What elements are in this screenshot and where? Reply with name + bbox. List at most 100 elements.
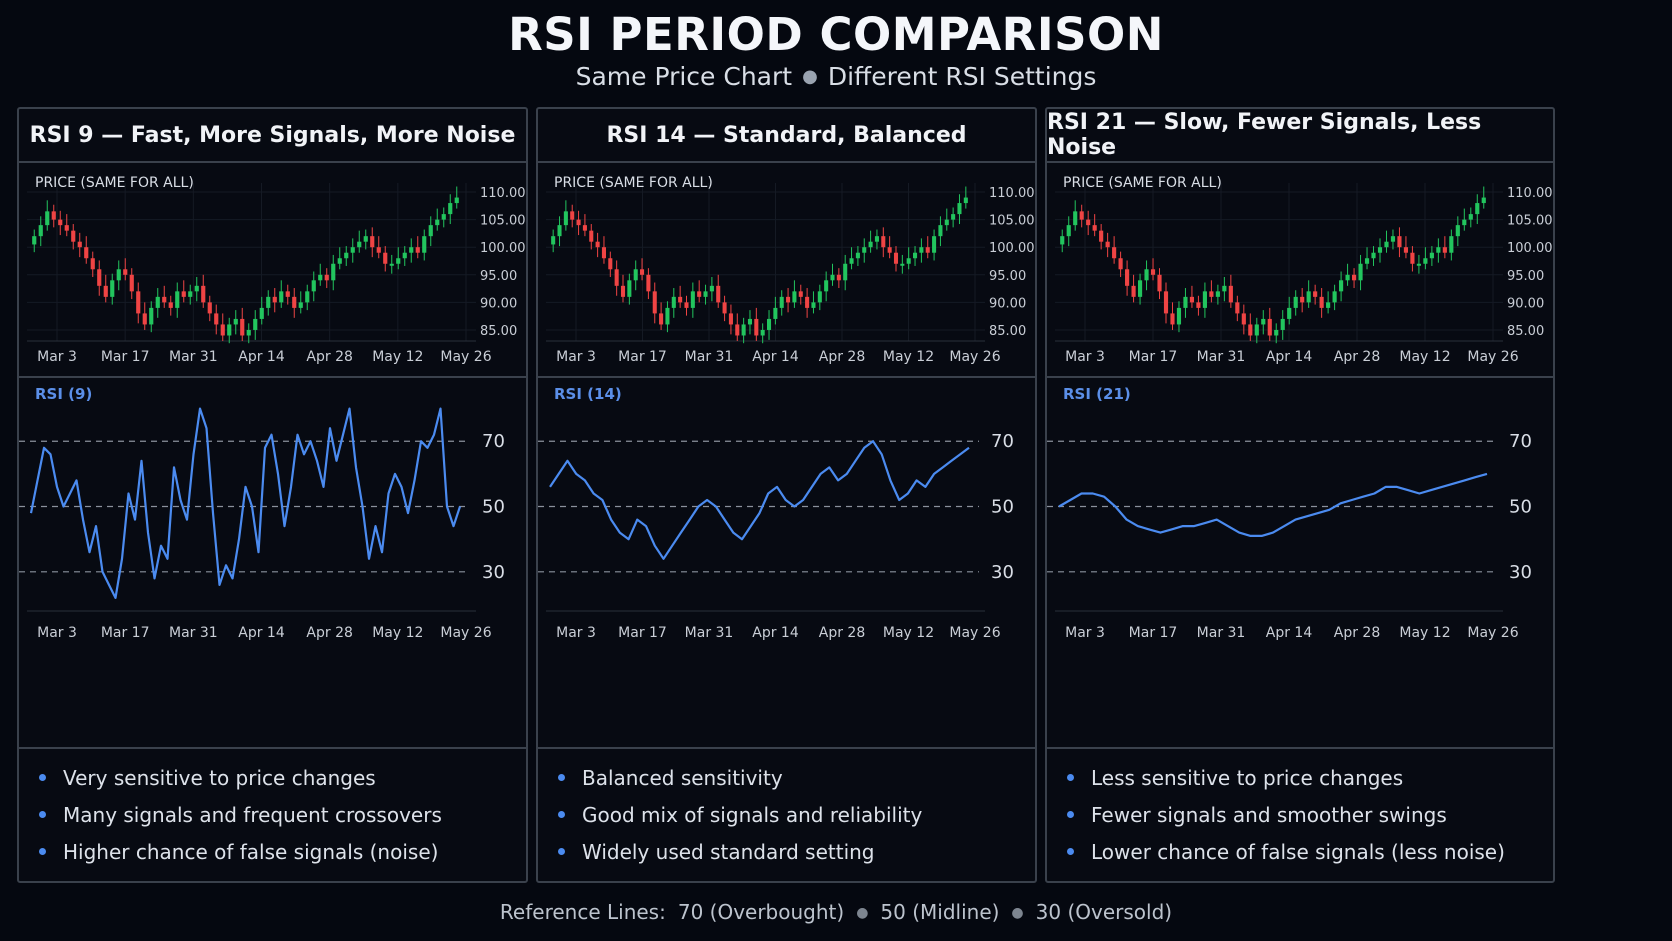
candle-up [906, 258, 911, 264]
candle-down [1131, 285, 1136, 297]
candle-down [51, 211, 56, 220]
panel-rsi-9: RSI 9 — Fast, More Signals, More Noise M… [17, 107, 528, 883]
candle-up [1384, 241, 1389, 248]
candle-up [1261, 318, 1266, 325]
price-x-tick-label: Mar 3 [556, 349, 596, 365]
candle-down [1241, 313, 1246, 325]
rsi-x-tick-label: May 26 [949, 625, 1000, 641]
panel-bullets: Very sensitive to price changes Many sig… [19, 747, 526, 881]
candle-up [843, 263, 848, 281]
candle-down [370, 236, 375, 248]
rsi-x-tick-label: Mar 31 [685, 625, 734, 641]
candle-up [557, 225, 562, 237]
price-x-tick-label: May 26 [440, 349, 491, 365]
bullet-item: Many signals and frequent crossovers [37, 796, 526, 833]
bullet-text: Lower chance of false signals (less nois… [1091, 839, 1505, 864]
rsi-x-tick-label: Mar 3 [37, 625, 77, 641]
candle-down [887, 247, 892, 253]
candle-down [652, 291, 657, 314]
bullet-item: Very sensitive to price changes [37, 759, 526, 796]
bullet-item: Higher chance of false signals (noise) [37, 833, 526, 870]
price-x-tick-label: Mar 31 [1197, 349, 1246, 365]
candle-up [357, 241, 362, 248]
candle-up [1416, 263, 1421, 266]
candle-up [963, 197, 968, 204]
candle-up [563, 211, 568, 226]
candle-up [1481, 197, 1486, 204]
candle-up [792, 291, 797, 303]
bullet-text: Many signals and frequent crossovers [63, 802, 442, 827]
candle-up [194, 285, 199, 292]
candle-up [110, 280, 115, 297]
candle-down [640, 269, 645, 275]
candle-down [1118, 258, 1123, 270]
candle-up [188, 291, 193, 297]
candle-up [45, 211, 50, 226]
price-section-label: PRICE (SAME FOR ALL) [554, 175, 713, 191]
bullet-item: Less sensitive to price changes [1065, 759, 1553, 796]
bullet-item: Fewer signals and smoother swings [1065, 796, 1553, 833]
candle-up [1326, 302, 1331, 308]
price-area [19, 163, 526, 375]
candle-down [1267, 318, 1272, 336]
candle-up [435, 219, 440, 226]
candle-up [1364, 258, 1370, 264]
candle-up [1449, 236, 1454, 253]
panel-bullets: Less sensitive to price changes Fewer si… [1047, 747, 1553, 881]
candle-up [409, 247, 414, 253]
price-x-tick-label: May 12 [883, 349, 934, 365]
candle-down [1248, 324, 1253, 336]
rsi-x-tick-label: May 12 [1399, 625, 1450, 641]
candle-down [285, 291, 290, 297]
candle-up [1429, 252, 1434, 259]
candle-up [1462, 219, 1467, 226]
bullet-item: Lower chance of false signals (less nois… [1065, 833, 1553, 870]
candle-up [1073, 211, 1078, 226]
candle-down [589, 230, 594, 242]
candle-down [1125, 269, 1130, 286]
rsi-x-tick-label: May 26 [1467, 625, 1518, 641]
candle-up [703, 291, 708, 297]
subtitle-right: Different RSI Settings [827, 62, 1097, 91]
candle-down [620, 285, 626, 297]
candle-up [363, 236, 368, 242]
candle-up [779, 296, 784, 308]
candle-down [162, 296, 167, 303]
candle-up [817, 291, 822, 303]
candle-up [855, 252, 860, 259]
candle-down [893, 252, 899, 264]
price-y-tick-label: 100.00 [1507, 241, 1553, 256]
price-y-tick-label: 105.00 [1507, 214, 1553, 229]
candle-down [1086, 219, 1091, 226]
bullet-dot [39, 848, 46, 855]
candle-up [1215, 291, 1220, 297]
candle-down [1410, 252, 1415, 264]
price-x-tick-label: Mar 17 [618, 349, 667, 365]
rsi-x-tick-label: Mar 17 [1129, 625, 1178, 641]
candle-down [1189, 296, 1195, 303]
price-x-tick-label: Apr 14 [1266, 349, 1313, 365]
candle-up [1377, 247, 1383, 253]
rsi-y-tick-label: 50 [991, 497, 1014, 518]
bullet-item: Widely used standard setting [556, 833, 1035, 870]
candle-up [1390, 236, 1396, 242]
price-x-tick-label: Mar 3 [37, 349, 77, 365]
candle-down [1403, 247, 1409, 253]
price-x-tick-label: May 12 [372, 349, 423, 365]
price-y-tick-label: 85.00 [1507, 324, 1544, 339]
candle-up [1436, 247, 1441, 253]
candle-up [1287, 307, 1292, 319]
candle-down [90, 258, 95, 270]
rsi-y-tick-label: 70 [482, 431, 505, 452]
footer-item-midline: 50 (Midline) [880, 900, 1000, 924]
rsi-x-tick-label: Mar 17 [101, 625, 150, 641]
footer-item-overbought: 70 (Overbought) [677, 900, 845, 924]
price-y-tick-label: 95.00 [989, 269, 1026, 284]
candle-down [123, 269, 128, 275]
candle-up [849, 258, 854, 264]
candle-up [1060, 236, 1065, 245]
candle-up [396, 258, 401, 264]
price-section-label: PRICE (SAME FOR ALL) [1063, 175, 1222, 191]
panel-rsi-14: RSI 14 — Standard, Balanced Mar 3 Mar 17 M… [536, 107, 1037, 883]
candle-up [298, 302, 303, 308]
